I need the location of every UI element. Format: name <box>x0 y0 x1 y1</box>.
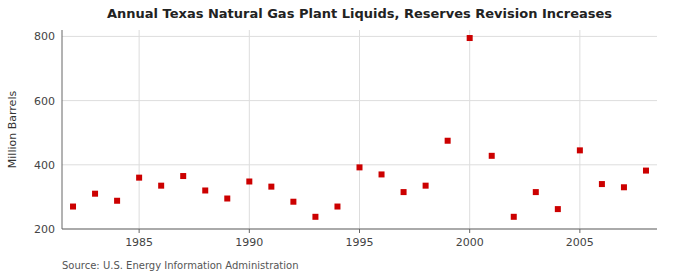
point <box>136 175 142 181</box>
x-grid-line <box>359 30 360 229</box>
source-note: Source: U.S. Energy Information Administ… <box>62 260 299 271</box>
y-axis-label: Million Barrels <box>6 91 19 169</box>
x-tick <box>579 229 580 233</box>
point <box>511 214 517 220</box>
point <box>357 164 363 170</box>
x-tick-label: 1995 <box>346 236 374 249</box>
point <box>246 178 252 184</box>
point <box>312 214 318 220</box>
x-tick <box>249 229 250 233</box>
point <box>489 153 495 159</box>
point <box>643 168 649 174</box>
title: Annual Texas Natural Gas Plant Liquids, … <box>107 6 612 21</box>
y-tick-label: 800 <box>34 30 55 43</box>
x-tick-label: 1990 <box>235 236 263 249</box>
point <box>158 183 164 189</box>
x-tick <box>139 229 140 233</box>
point <box>268 184 274 190</box>
x-tick-label: 2000 <box>456 236 484 249</box>
point <box>92 191 98 197</box>
point <box>555 206 561 212</box>
x-grid-line <box>249 30 250 229</box>
x-tick-label: 1985 <box>125 236 153 249</box>
x-grid-line <box>579 30 580 229</box>
point <box>290 199 296 205</box>
point <box>379 171 385 177</box>
point <box>467 35 473 41</box>
y-tick-label: 400 <box>34 159 55 172</box>
y-grid-line <box>62 229 657 230</box>
point <box>114 198 120 204</box>
point <box>599 181 605 187</box>
point <box>180 173 186 179</box>
point <box>533 189 539 195</box>
chart: 200 400 600 800 1985 1990 1995 2000 2005 Annual T… <box>0 0 675 275</box>
point <box>621 184 627 190</box>
point <box>445 138 451 144</box>
y-axis-line <box>62 30 63 229</box>
points <box>70 35 649 220</box>
point <box>202 187 208 193</box>
x-grid-line <box>469 30 470 229</box>
x-tick-label: 2005 <box>566 236 594 249</box>
point <box>70 204 76 210</box>
y-tick-label: 600 <box>34 95 55 108</box>
x-axis-line <box>62 229 657 230</box>
point <box>334 204 340 210</box>
x-tick <box>359 229 360 233</box>
y-tick-label: 200 <box>34 223 55 236</box>
grid <box>62 30 657 229</box>
point <box>577 147 583 153</box>
x-tick <box>469 229 470 233</box>
point <box>423 183 429 189</box>
x-grid-line <box>139 30 140 229</box>
point <box>224 196 230 202</box>
point <box>401 189 407 195</box>
